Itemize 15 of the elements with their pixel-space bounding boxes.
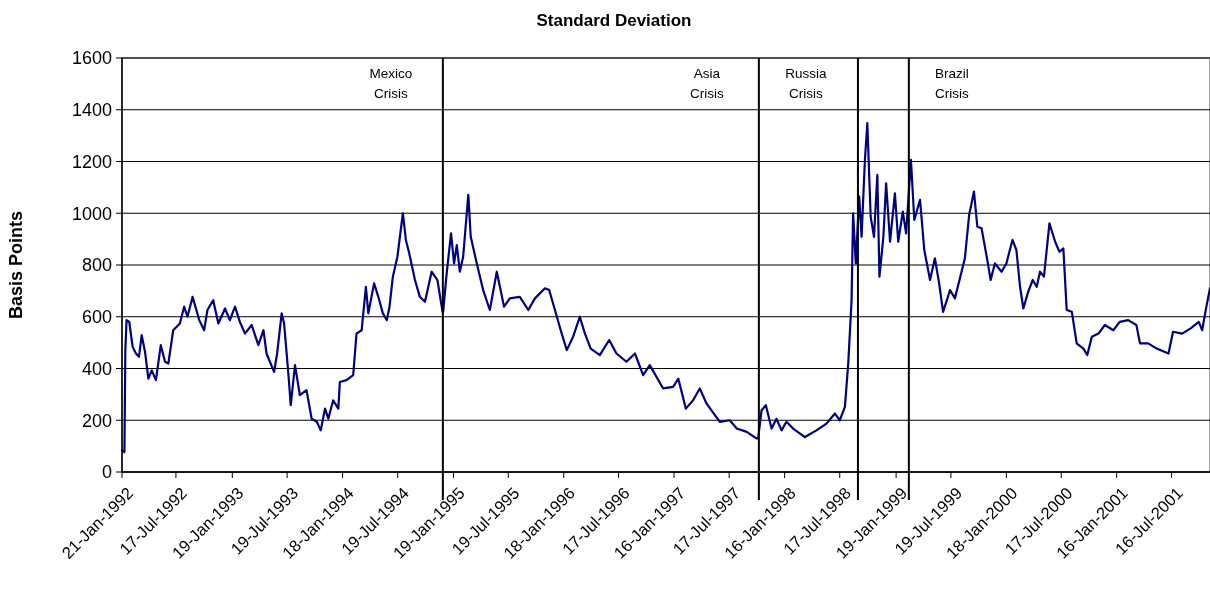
ref-line-label: Russia Crisis xyxy=(785,66,828,101)
y-tick-label: 1200 xyxy=(71,151,112,172)
ref-line-label: Mexico Crisis xyxy=(369,66,413,101)
y-tick-label: 1600 xyxy=(71,48,112,69)
y-tick-label: 600 xyxy=(81,307,112,328)
y-tick-label: 200 xyxy=(81,410,112,431)
chart-title: Standard Deviation xyxy=(536,11,692,30)
ref-line-label: Brazil Crisis xyxy=(934,66,969,101)
y-tick-label: 400 xyxy=(81,358,112,379)
y-tick-label: 1000 xyxy=(71,203,112,224)
y-tick-label: 1400 xyxy=(71,100,112,121)
ref-line-label: Asia Crisis xyxy=(689,66,724,101)
y-axis-title: Basis Points xyxy=(6,210,26,320)
y-tick-label: 0 xyxy=(101,462,112,483)
y-tick-label: 800 xyxy=(81,255,112,276)
